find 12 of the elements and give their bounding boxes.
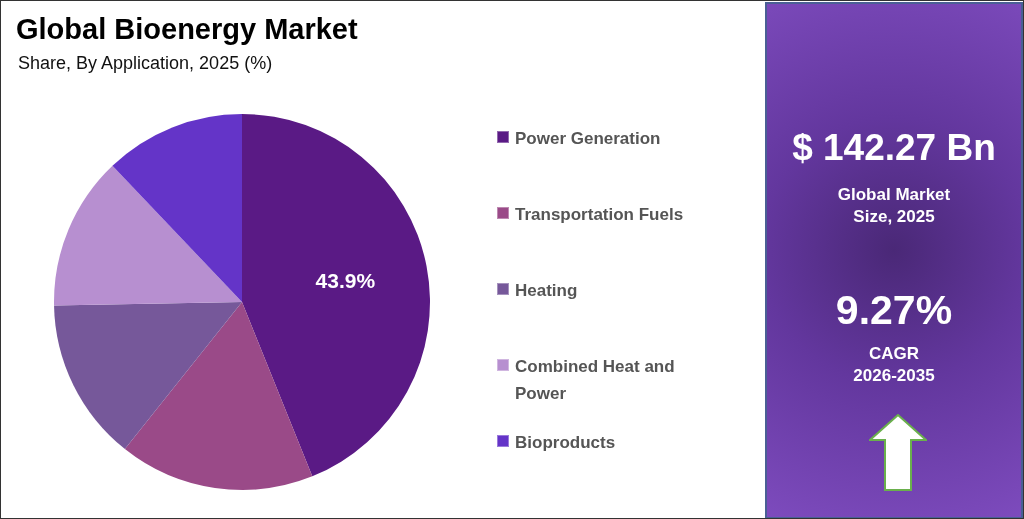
legend-label: Power Generation [515,128,662,150]
text: Global Market Size, 2025 [836,184,952,228]
legend-label: Combined Heat and Power [515,356,676,405]
chart-subtitle: Share, By Application, 2025 (%) [18,52,273,74]
legend-label: Bioproducts [515,432,617,454]
chart-title: Global Bioenergy Market [16,13,358,45]
text: $ 142.27 Bn [791,126,997,170]
text: 9.27% [834,286,954,334]
text: CAGR 2026-2035 [852,343,936,387]
data-label: 43.9% [315,268,376,292]
legend-label: Transportation Fuels [515,204,685,226]
legend-label: Heating [515,280,579,302]
